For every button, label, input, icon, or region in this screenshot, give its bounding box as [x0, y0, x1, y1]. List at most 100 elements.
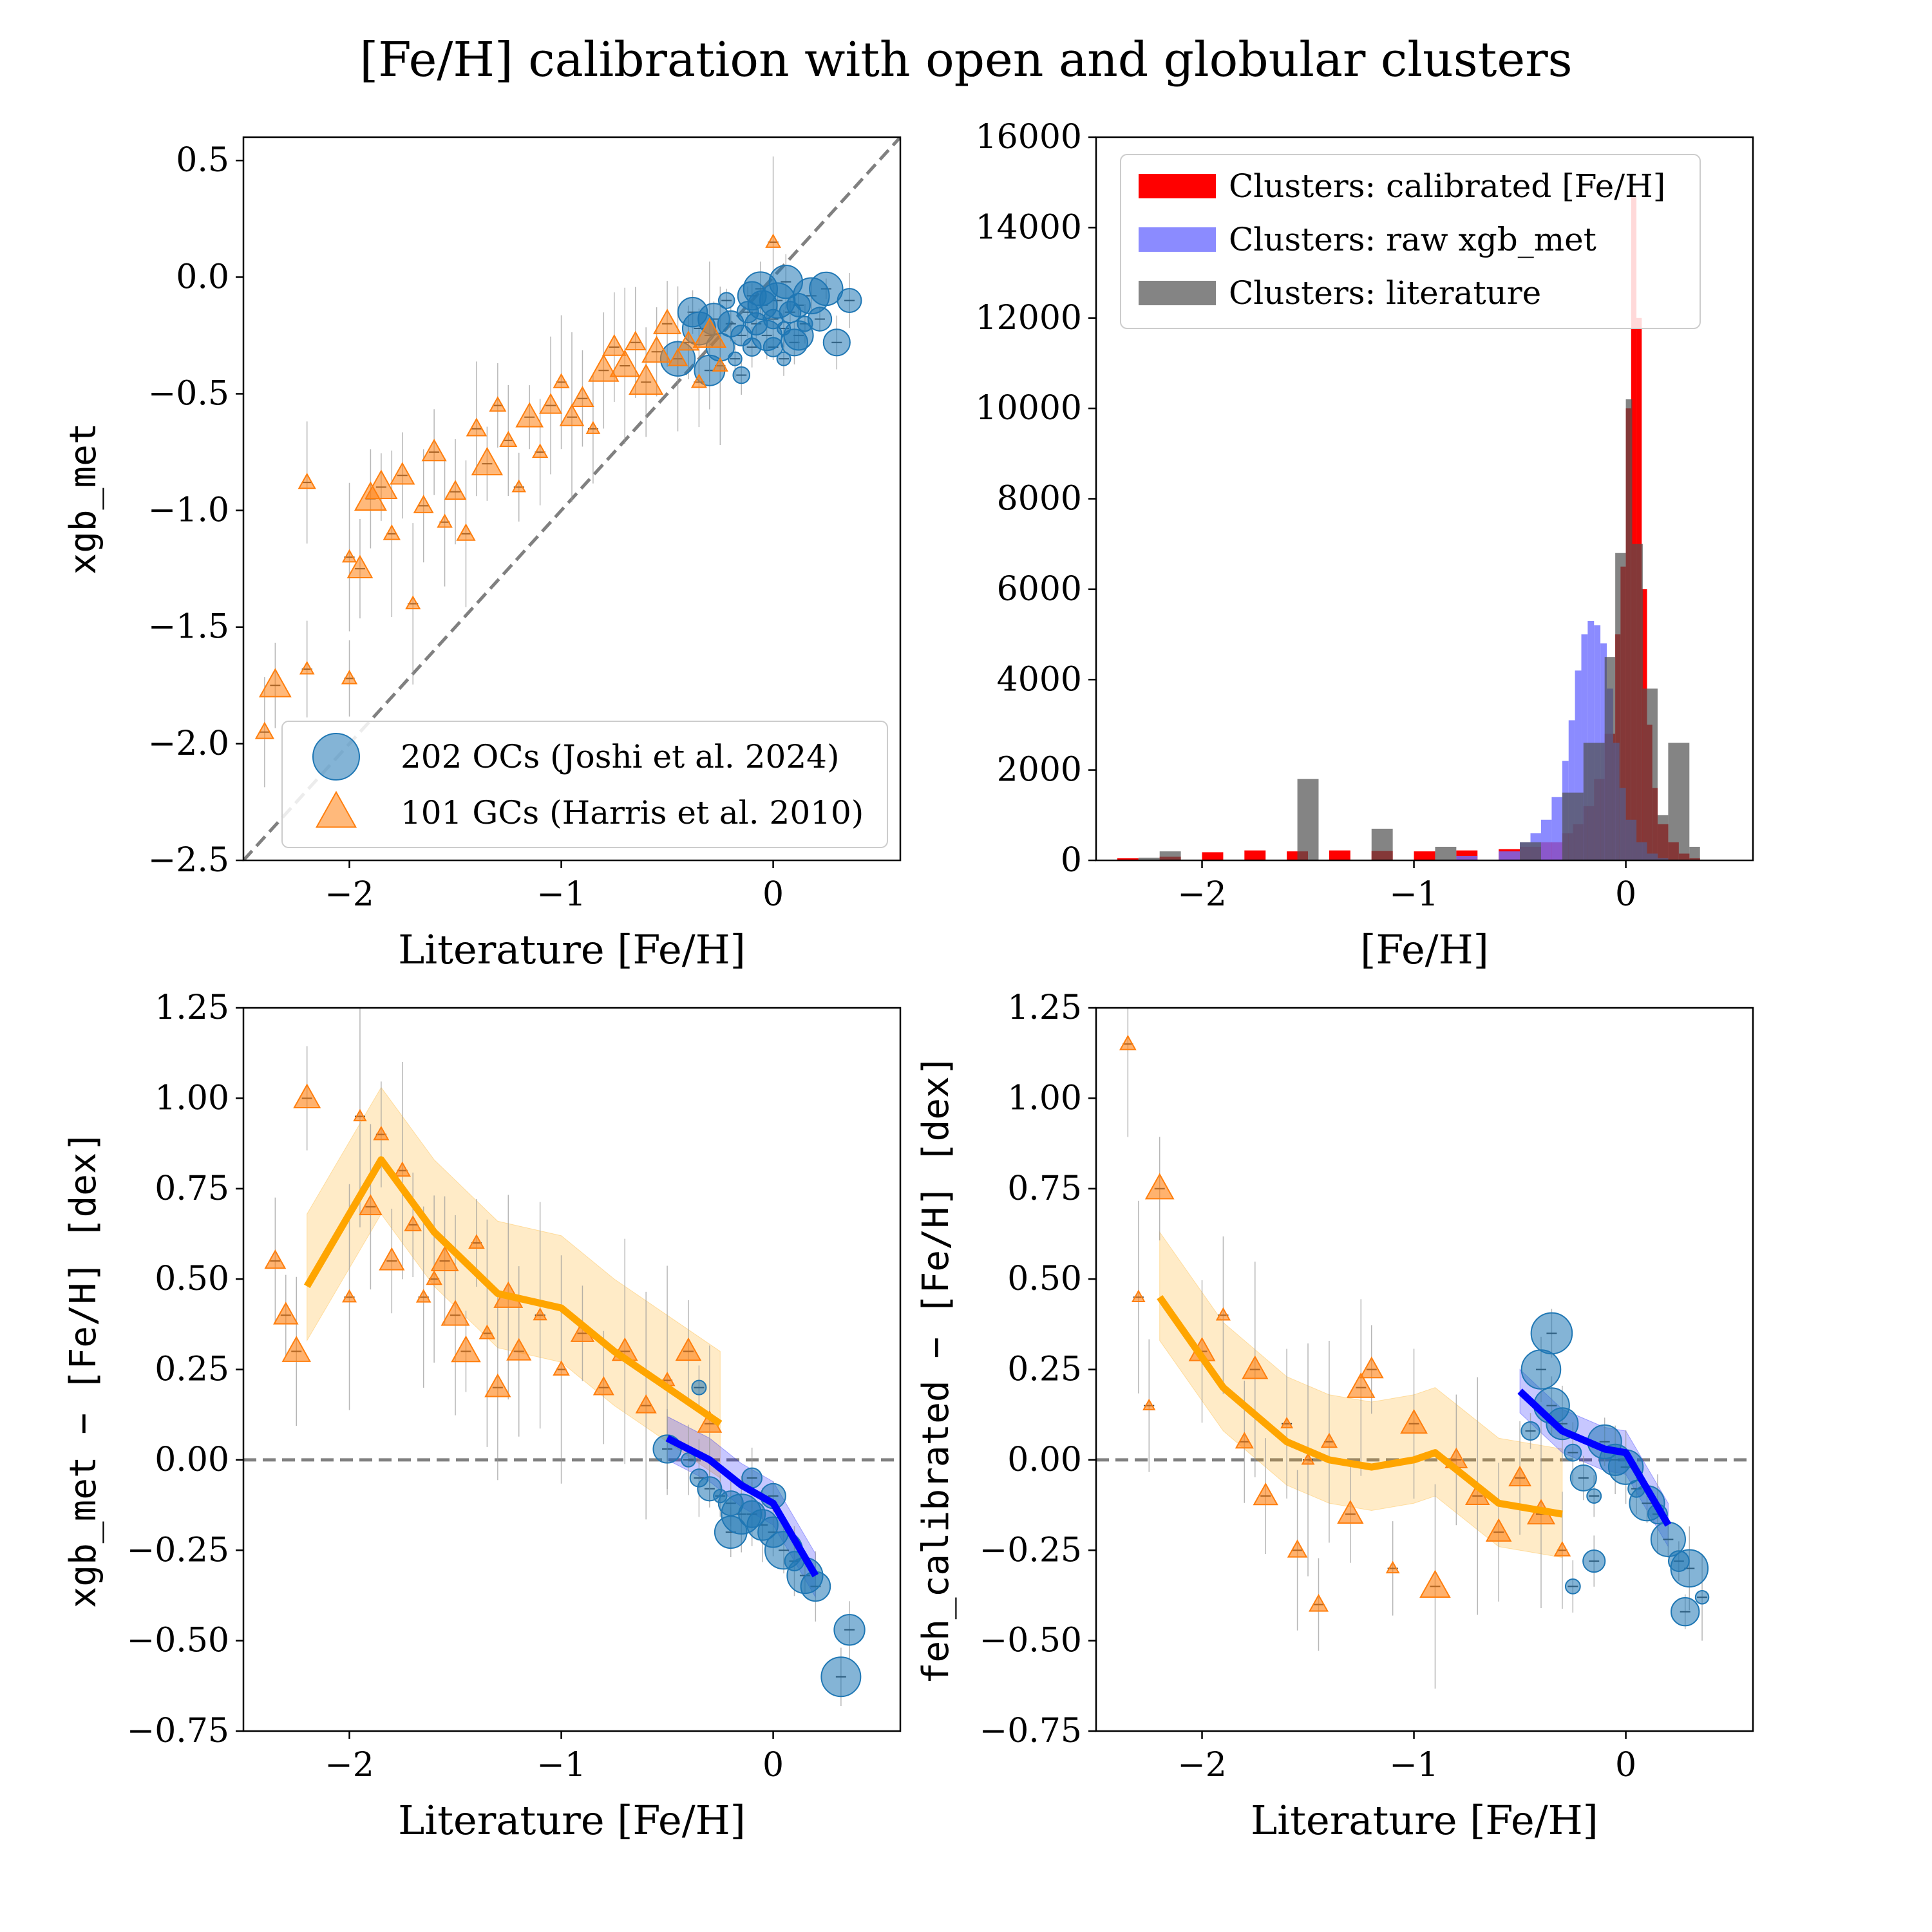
y-tick-label: 6000 — [997, 570, 1082, 609]
y-tick-label: 4000 — [997, 660, 1082, 699]
x-tick-label: −2 — [325, 1746, 374, 1785]
gc-point — [466, 417, 488, 437]
gc-point — [298, 473, 316, 489]
scatter-panel: −2 −1 0 0.5 0.0 −0.5 −1.0 −1.5 −2.0 −2.5 Literatur… — [62, 136, 902, 973]
legend-swatch — [1139, 281, 1216, 305]
y-tick-label: 14000 — [976, 208, 1082, 247]
oc-point — [807, 307, 833, 332]
gc-point — [430, 1245, 459, 1272]
legend-label: Clusters: literature — [1229, 274, 1541, 312]
gc-point — [601, 334, 627, 356]
y-tick-label: −0.75 — [980, 1712, 1082, 1750]
gc-point — [1287, 1539, 1308, 1558]
gc-point — [1308, 1593, 1329, 1612]
oc-point — [1569, 1464, 1597, 1492]
gc-point — [273, 1302, 299, 1325]
gc-point — [293, 1083, 321, 1109]
y-tick-label: −0.5 — [148, 374, 229, 413]
oc-point — [732, 366, 751, 384]
figure-title: [Fe/H] calibration with open and globula… — [359, 32, 1572, 88]
x-axis-label: Literature [Fe/H] — [398, 926, 746, 973]
gc-point — [444, 480, 467, 500]
hist-bar — [1435, 846, 1457, 860]
y-tick-label: −2.5 — [148, 841, 229, 880]
gc-point — [484, 1373, 511, 1397]
gc-point — [489, 396, 507, 412]
y-tick-label: 1.25 — [1007, 989, 1082, 1027]
gc-point — [421, 439, 447, 462]
gc-point — [538, 393, 563, 414]
y-tick-label: 1.00 — [1007, 1079, 1082, 1117]
oc-point — [1520, 1421, 1540, 1441]
oc-point — [1582, 1549, 1606, 1573]
oc-point — [737, 281, 767, 311]
y-tick-label: 0.75 — [155, 1170, 229, 1208]
oc-point — [717, 292, 735, 309]
gc-point — [393, 1161, 411, 1177]
gc-point — [1400, 1408, 1428, 1434]
oc-point — [776, 351, 791, 366]
oc-point — [833, 1614, 866, 1646]
axes-frame — [1095, 1007, 1754, 1732]
oc-point — [783, 320, 814, 351]
x-tick-label: −1 — [1389, 1746, 1439, 1785]
hist-bar — [1568, 720, 1575, 860]
gc-point — [641, 336, 672, 363]
gc-point — [571, 386, 594, 407]
hist-bar — [1499, 851, 1520, 860]
hist-bar — [1138, 857, 1160, 860]
legend-label: 101 GCs (Harris et al. 2010) — [401, 794, 864, 831]
oc-point — [677, 296, 708, 328]
gc-point — [592, 1376, 614, 1396]
oc-median-line — [665, 1435, 819, 1578]
gc-point — [506, 1338, 532, 1361]
y-tick-label: 0.75 — [1007, 1170, 1082, 1208]
gc-point — [258, 668, 292, 697]
oc-median-line — [1517, 1388, 1672, 1527]
gc-point — [1144, 1173, 1175, 1200]
y-tick-label: 0.00 — [1007, 1441, 1082, 1479]
axes-frame — [242, 1007, 902, 1732]
hist-bar — [1632, 544, 1643, 860]
y-axis-label: xgb_met — [62, 422, 104, 574]
oc-point — [727, 351, 743, 366]
gc-point — [629, 363, 664, 395]
gc-point — [1346, 1372, 1376, 1398]
hist-bar — [1117, 858, 1139, 860]
gc-point — [405, 595, 421, 610]
hist-bar — [1615, 553, 1626, 860]
gc-point — [553, 1360, 570, 1376]
gc-point — [341, 1289, 357, 1303]
hist-bar — [1689, 846, 1700, 860]
gc-point — [346, 554, 374, 578]
y-axis-label: feh_calibrated − [Fe/H] [dex] — [915, 1055, 957, 1685]
y-tick-label: 0.0 — [176, 258, 229, 296]
hist-bar — [1297, 779, 1319, 860]
oc-point — [691, 1379, 707, 1396]
hist-bar — [1414, 851, 1435, 860]
gc-point — [379, 1247, 405, 1271]
gc-point — [677, 330, 700, 351]
gc-point — [471, 446, 504, 476]
gc-point — [1215, 1307, 1231, 1321]
gc-point — [383, 524, 401, 540]
hist-bar — [1202, 852, 1224, 860]
y-tick-label: 12000 — [976, 299, 1082, 337]
gc-point — [1359, 1356, 1384, 1379]
legend-label: Clusters: calibrated [Fe/H] — [1229, 167, 1665, 205]
y-tick-label: 8000 — [997, 480, 1082, 518]
gc-point — [415, 1289, 431, 1303]
gc-point — [499, 430, 518, 448]
hist-bar — [1540, 819, 1552, 860]
gc-point — [1235, 1432, 1254, 1449]
gc-point — [353, 1108, 367, 1122]
gc-point — [1508, 1465, 1532, 1486]
gc-point — [585, 421, 601, 434]
y-tick-label: 0.50 — [1007, 1260, 1082, 1298]
y-tick-label: 0.25 — [1007, 1350, 1082, 1389]
plot-area — [243, 137, 900, 860]
x-tick-label: 0 — [762, 875, 784, 914]
gc-point — [1419, 1569, 1451, 1598]
gc-point — [1485, 1518, 1512, 1542]
gc-point — [624, 330, 647, 351]
